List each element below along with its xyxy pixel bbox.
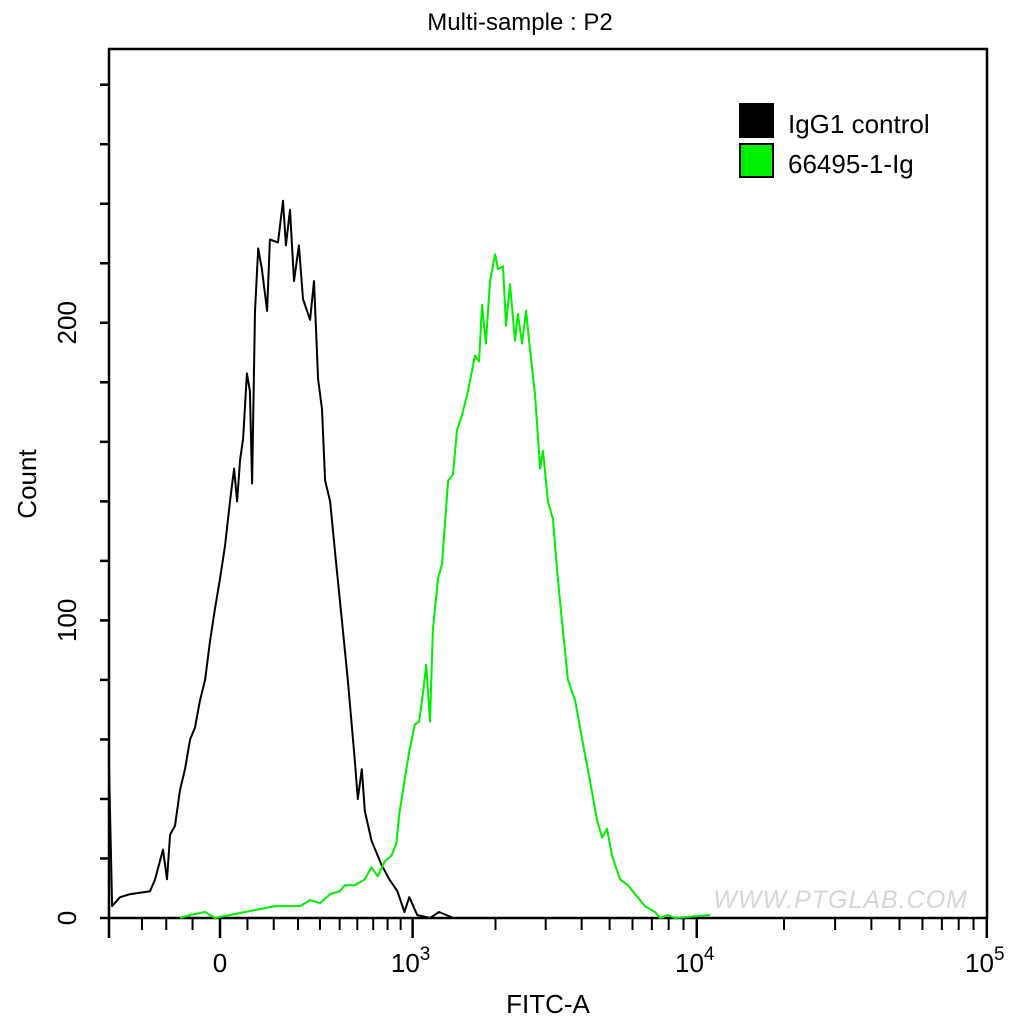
x-tick-label-base: 10 [965, 948, 994, 978]
y-axis-title: Count [12, 449, 42, 519]
x-tick-label: 104 [675, 944, 715, 978]
x-tick-label-base: 10 [675, 948, 704, 978]
legend-label-66495-1-ig: 66495-1-Ig [788, 149, 914, 179]
plot-frame [107, 47, 989, 920]
x-tick-label: 105 [965, 944, 1005, 978]
x-tick-label: 103 [391, 944, 431, 978]
y-tick-label: 100 [52, 599, 82, 642]
x-axis: 0 103 104 105 [107, 918, 1005, 978]
x-tick-label-base: 10 [391, 948, 420, 978]
x-tick-label-exponent: 4 [704, 944, 715, 965]
y-tick-label: 0 [52, 911, 82, 925]
legend-label-igg1-control: IgG1 control [788, 109, 930, 139]
y-tick-label: 200 [52, 301, 82, 344]
x-tick-label: 0 [213, 948, 227, 978]
x-tick-label-exponent: 3 [420, 944, 431, 965]
legend-swatch-igg1-control [739, 103, 774, 138]
chart-title: Multi-sample : P2 [427, 9, 612, 36]
x-tick-label-exponent: 5 [994, 944, 1005, 965]
series-line-66495-1-ig [179, 253, 711, 919]
legend: IgG1 control 66495-1-Ig [739, 103, 930, 179]
x-tick-label-base: 0 [213, 948, 227, 978]
series-line-igg1-control [107, 199, 454, 919]
watermark-text: WWW.PTGLAB.COM [713, 886, 968, 914]
x-axis-title: FITC-A [506, 989, 590, 1019]
watermark: WWW.PTGLAB.COM [676, 880, 976, 916]
y-axis: 0 100 200 [52, 83, 109, 925]
legend-swatch-66495-1-ig [739, 143, 774, 178]
